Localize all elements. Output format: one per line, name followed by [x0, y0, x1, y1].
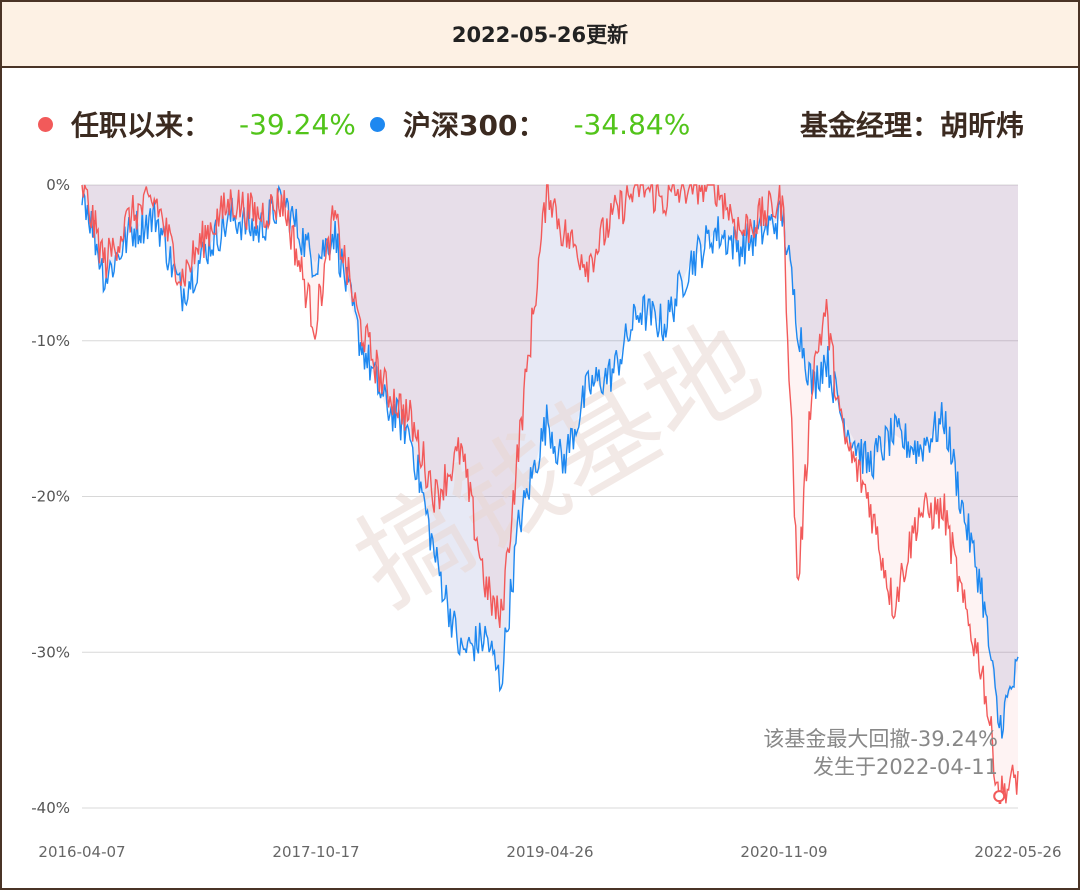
legend-fund-label: 任职以来：	[71, 109, 212, 142]
legend: 任职以来： -39.24% 沪深300： -34.84% 基金经理：胡昕炜	[2, 98, 1078, 148]
legend-index[interactable]: 沪深300： -34.84%	[370, 104, 690, 144]
index-drawdown-line	[81, 184, 1019, 739]
x-axis: 2016-04-07 2017-10-17 2019-04-26 2020-11-09…	[38, 843, 1061, 861]
y-tick-label: -40%	[31, 799, 70, 817]
legend-fund-value: -39.24%	[239, 107, 356, 141]
y-tick-label: 0%	[46, 176, 70, 194]
y-tick-label: -20%	[31, 488, 70, 506]
update-date: 2022-05-26更新	[451, 23, 629, 47]
x-tick-label: 2016-04-07	[38, 843, 125, 861]
annotation-line2: 发生于2022-04-11	[813, 755, 998, 779]
fund-dot-icon	[38, 116, 53, 132]
drawdown-areas	[82, 185, 1018, 804]
fund-drawdown-line-fill	[82, 185, 1018, 804]
grid-lines	[82, 184, 1018, 809]
y-axis: 0% -10% -20% -30% -40%	[31, 176, 70, 817]
y-tick-label: -30%	[31, 643, 70, 661]
index-dot-icon	[370, 116, 385, 132]
fund-drawdown-line	[81, 184, 1019, 804]
legend-index-value: -34.84%	[573, 107, 691, 141]
max-drawdown-marker	[993, 790, 1006, 803]
index-drawdown-line-fill	[82, 185, 1018, 739]
series-lines	[81, 184, 1019, 804]
legend-index-label: 沪深300：	[403, 109, 546, 142]
header-bar: 2022-05-26更新	[2, 2, 1078, 68]
y-tick-label: -10%	[31, 332, 70, 350]
x-tick-label: 2019-04-26	[506, 843, 593, 861]
fund-manager: 基金经理：胡昕炜	[799, 109, 1024, 142]
annotation-line1: 该基金最大回撤-39.24%	[763, 727, 998, 751]
drawdown-area-background	[82, 185, 1018, 728]
x-tick-label: 2022-05-26	[974, 843, 1061, 861]
x-tick-label: 2017-10-17	[272, 843, 359, 861]
max-drawdown-annotation: 该基金最大回撤-39.24% 发生于2022-04-11	[763, 727, 1006, 803]
x-tick-label: 2020-11-09	[740, 843, 827, 861]
legend-fund[interactable]: 任职以来： -39.24%	[38, 104, 356, 144]
